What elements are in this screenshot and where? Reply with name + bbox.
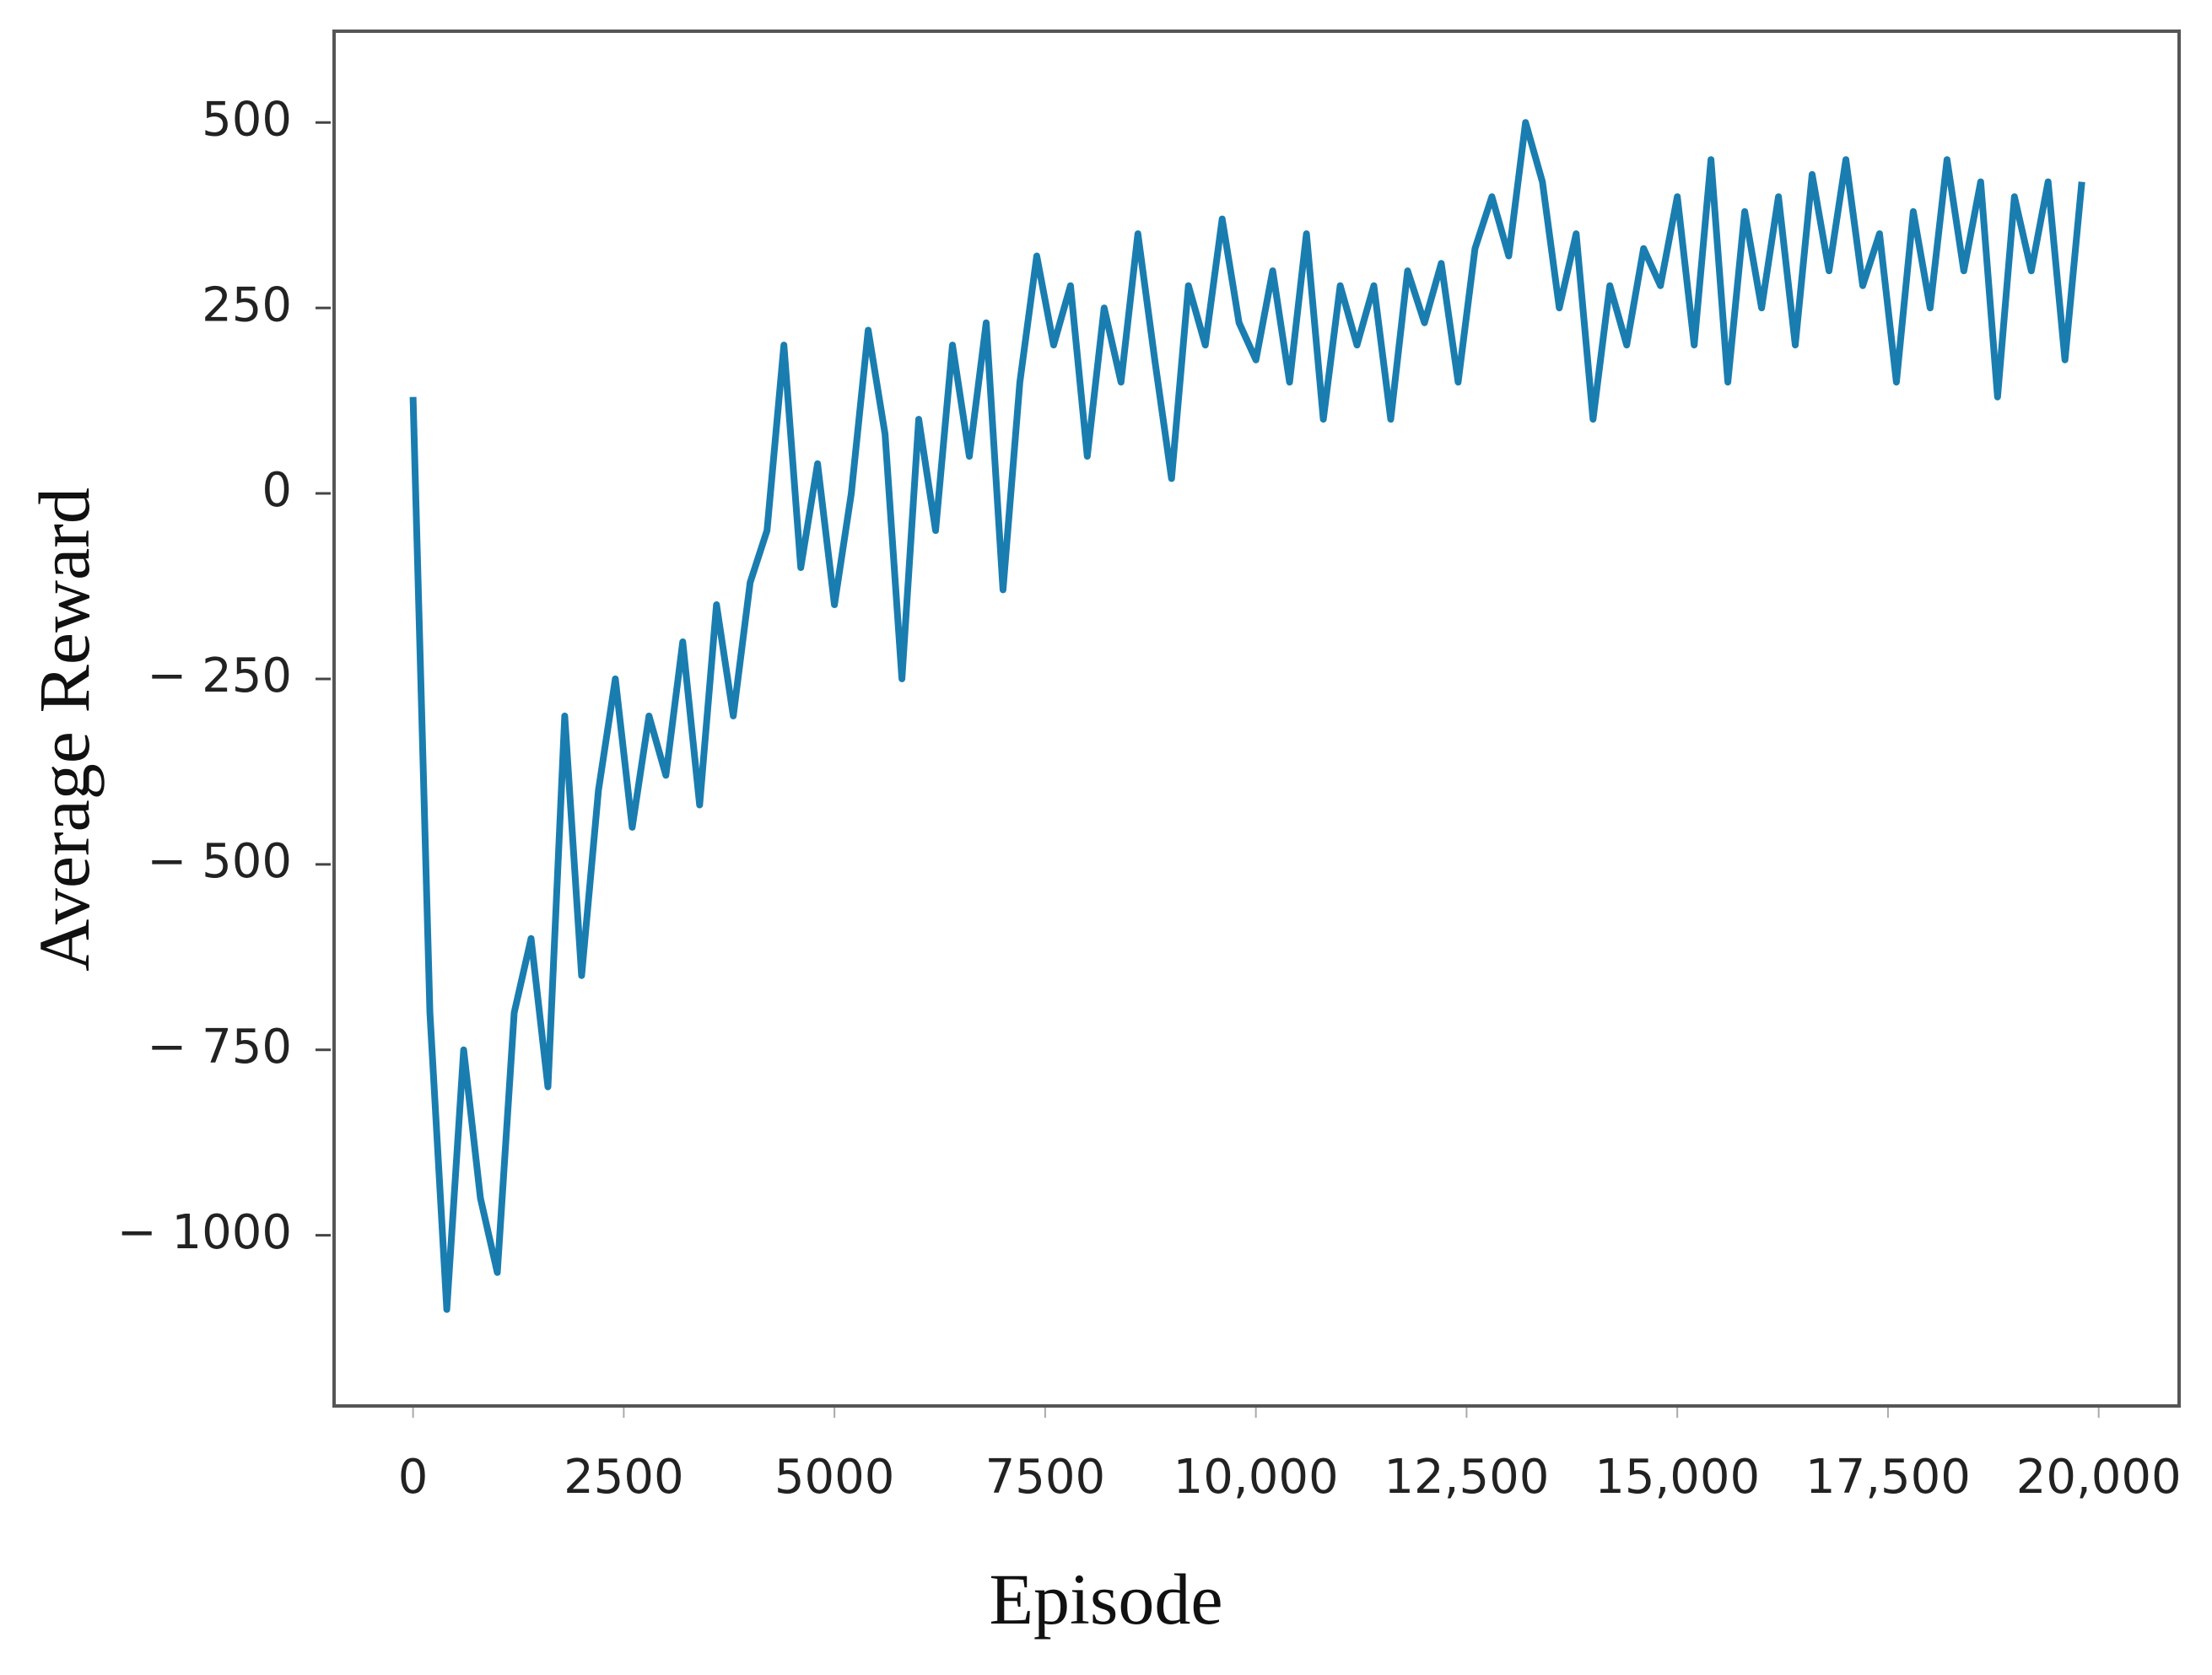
x-tick-label: 20,000: [2016, 1450, 2182, 1505]
x-tick-label: 15,000: [1594, 1450, 1760, 1505]
x-tick-label: 7500: [985, 1450, 1106, 1505]
x-tick-label: 2500: [564, 1450, 684, 1505]
x-tick-label: 10,000: [1173, 1450, 1339, 1505]
x-tick-label: 5000: [774, 1450, 895, 1505]
y-tick-label: 250: [202, 277, 292, 332]
x-tick-label: 12,500: [1384, 1450, 1549, 1505]
y-tick-label: − 750: [147, 1020, 292, 1074]
y-axis-title: Average Reward: [24, 487, 105, 972]
plot-frame: [332, 30, 2181, 1408]
data-line: [409, 119, 2085, 1313]
y-tick-label: − 1000: [117, 1205, 292, 1260]
y-tick-label: − 250: [147, 649, 292, 703]
y-tick-label: 500: [202, 92, 292, 147]
x-tick-label: 17,500: [1805, 1450, 1971, 1505]
y-tick-label: 0: [262, 463, 292, 518]
y-tick-label: − 500: [147, 834, 292, 889]
x-tick-label: 0: [398, 1450, 429, 1505]
x-axis-title: Episode: [989, 1559, 1222, 1640]
